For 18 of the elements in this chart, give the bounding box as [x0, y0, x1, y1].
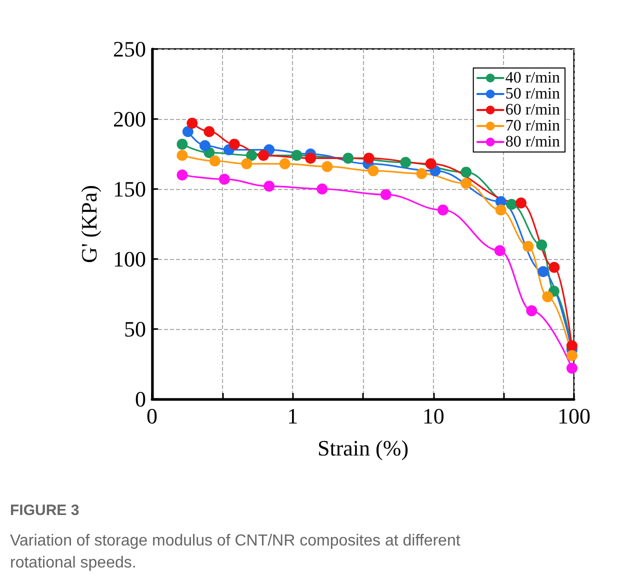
y-tick-label: 100 [113, 246, 146, 272]
y-tick-label: 50 [124, 316, 146, 342]
y-tick-label: 200 [113, 106, 146, 132]
x-tick-label: 100 [558, 404, 590, 428]
text: Variation of storage modulus of CNT/NR composites at different rotational speeds. [10, 532, 465, 572]
legend-label: 70 r/min [505, 118, 560, 134]
y-tick-label: 0 [135, 386, 146, 412]
legend-label: 60 r/min [505, 102, 560, 118]
legend-label: 40 r/min [505, 70, 560, 86]
legend-label: 50 r/min [505, 86, 560, 102]
caption: FIGURE 3 [10, 502, 80, 519]
y-tick-label: 250 [113, 36, 146, 62]
y-tick-label: 150 [113, 176, 146, 202]
x-axis-title: Strain (%) [317, 436, 409, 460]
x-tick-label: 1 [287, 404, 298, 428]
y-axis-title: G' (KPa) [76, 185, 102, 263]
legend-label: 80 r/min [505, 134, 560, 150]
x-tick-label: 10 [422, 404, 444, 428]
